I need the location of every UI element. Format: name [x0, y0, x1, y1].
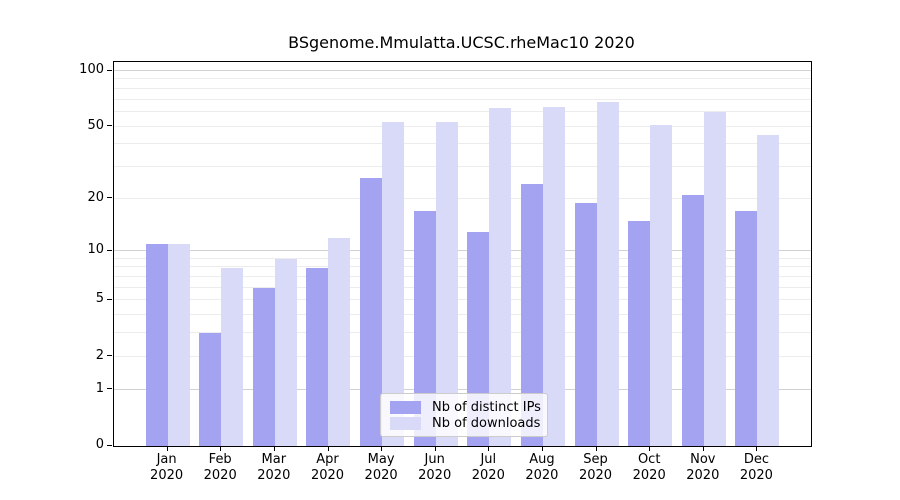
bar-ips-apr — [306, 267, 329, 446]
bar-ips-oct — [628, 220, 651, 446]
bar-downloads-jul — [489, 108, 512, 446]
x-tick-feb — [220, 446, 222, 451]
bar-ips-sep — [574, 202, 597, 446]
bar-downloads-jan — [167, 244, 190, 446]
legend-label-downloads: Nb of downloads — [432, 415, 541, 431]
x-tick-mar — [273, 446, 275, 451]
gridline-minor — [114, 286, 811, 288]
bar-ips-jan — [145, 244, 168, 446]
x-tick-label-mar: Mar 2020 — [257, 452, 291, 483]
y-tick-label-50: 50 — [87, 117, 104, 133]
x-tick-label-may: May 2020 — [364, 452, 398, 483]
x-tick-label-sep: Sep 2020 — [578, 452, 613, 483]
y-tick-0 — [107, 444, 112, 446]
y-tick-label-10: 10 — [87, 242, 104, 258]
gridline-minor — [114, 355, 811, 357]
bar-ips-nov — [681, 194, 704, 446]
y-tick-label-20: 20 — [87, 189, 104, 205]
gridline-major — [114, 250, 811, 252]
gridline-minor — [114, 98, 811, 100]
x-tick-aug — [541, 446, 543, 451]
y-tick-10 — [107, 249, 112, 251]
gridline-minor — [114, 165, 811, 167]
x-tick-dec — [756, 446, 758, 451]
y-tick-label-2: 2 — [95, 347, 104, 363]
y-tick-label-0: 0 — [95, 437, 104, 452]
x-tick-label-jan: Jan 2020 — [150, 452, 184, 483]
gridline-minor — [114, 87, 811, 89]
x-tick-label-dec: Dec 2020 — [739, 452, 773, 483]
bar-downloads-aug — [542, 106, 565, 446]
bar-ips-aug — [520, 184, 543, 446]
gridline-major — [114, 388, 811, 390]
gridline-minor — [114, 78, 811, 80]
bar-ips-may — [360, 178, 383, 446]
gridline-minor — [114, 143, 811, 145]
gridline-major — [114, 70, 811, 71]
bar-downloads-apr — [328, 237, 351, 446]
y-tick-5 — [107, 298, 112, 300]
x-tick-label-nov: Nov 2020 — [686, 452, 720, 483]
x-tick-nov — [702, 446, 704, 451]
bar-downloads-feb — [221, 267, 244, 446]
x-tick-jun — [434, 446, 436, 451]
y-tick-50 — [107, 125, 112, 126]
y-tick-label-5: 5 — [95, 291, 104, 307]
x-tick-label-feb: Feb 2020 — [203, 452, 237, 483]
bar-ips-feb — [199, 333, 222, 446]
x-tick-label-jul: Jul 2020 — [471, 452, 505, 483]
bar-ips-jul — [467, 231, 490, 446]
x-tick-jul — [488, 446, 490, 451]
x-tick-label-aug: Aug 2020 — [525, 452, 559, 483]
bar-downloads-jun — [435, 121, 458, 446]
bar-downloads-oct — [650, 124, 673, 446]
gridline-minor — [114, 299, 811, 301]
bar-downloads-mar — [274, 258, 297, 446]
gridline-minor — [114, 197, 811, 199]
bar-ips-mar — [252, 287, 275, 446]
x-tick-label-oct: Oct 2020 — [632, 452, 666, 483]
gridline-minor — [114, 125, 811, 127]
bar-ips-dec — [735, 211, 758, 446]
legend-entry-downloads: Nb of downloads — [390, 415, 541, 431]
x-tick-label-apr: Apr 2020 — [310, 452, 345, 483]
x-tick-oct — [649, 446, 651, 451]
x-tick-sep — [595, 446, 597, 451]
legend-entry-distinct-ips: Nb of distinct IPs — [390, 399, 541, 415]
x-tick-may — [381, 446, 383, 451]
x-tick-label-jun: Jun 2020 — [418, 452, 452, 483]
bar-downloads-nov — [703, 112, 726, 446]
legend-swatch-distinct-ips — [390, 400, 421, 414]
y-tick-2 — [107, 355, 112, 357]
bar-downloads-dec — [757, 134, 780, 446]
bar-downloads-may — [382, 121, 405, 446]
legend-swatch-downloads — [390, 416, 421, 430]
gridline-minor — [114, 266, 811, 268]
gridline-minor — [114, 332, 811, 334]
plot-area: Nb of distinct IPs Nb of downloads — [113, 61, 812, 447]
bar-ips-jun — [413, 211, 436, 446]
y-tick-100 — [107, 69, 112, 71]
bar-downloads-sep — [596, 102, 619, 446]
gridline-minor — [114, 110, 811, 112]
legend-label-distinct-ips: Nb of distinct IPs — [432, 399, 541, 415]
y-tick-label-1: 1 — [95, 380, 104, 396]
chart-title: BSgenome.Mmulatta.UCSC.rheMac10 2020 — [288, 33, 635, 52]
y-tick-20 — [107, 197, 112, 199]
gridline-minor — [114, 276, 811, 278]
y-tick-label-100: 100 — [79, 62, 104, 77]
x-tick-apr — [327, 446, 329, 451]
y-tick-1 — [107, 388, 112, 390]
legend: Nb of distinct IPs Nb of downloads — [380, 393, 548, 437]
gridline-minor — [114, 314, 811, 316]
x-tick-jan — [166, 446, 168, 451]
gridline-minor — [114, 257, 811, 259]
